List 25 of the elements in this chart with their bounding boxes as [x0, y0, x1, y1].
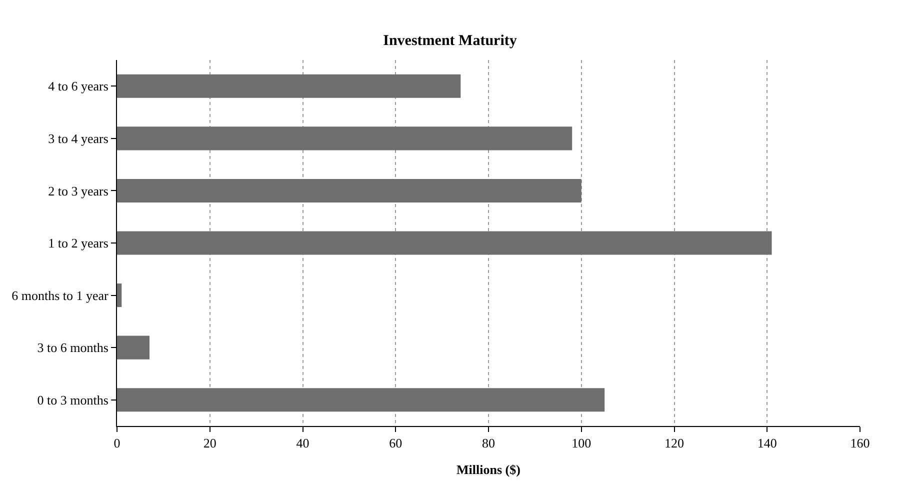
y-tick-label: 6 months to 1 year — [12, 288, 110, 303]
bar — [117, 231, 772, 255]
bar — [117, 74, 461, 98]
x-tick-label: 60 — [389, 436, 402, 451]
x-tick-label: 80 — [482, 436, 495, 451]
bar — [117, 178, 582, 202]
y-tick-label: 4 to 6 years — [48, 78, 108, 94]
x-tick-label: 0 — [114, 436, 120, 451]
bar — [117, 336, 150, 360]
x-tick-label: 120 — [664, 436, 684, 451]
bar — [117, 388, 605, 412]
bar — [117, 284, 122, 308]
x-tick-label: 40 — [296, 436, 310, 451]
y-tick-label: 0 to 3 months — [37, 392, 108, 408]
x-tick-label: 140 — [757, 436, 777, 451]
x-axis-title: Millions ($) — [456, 462, 520, 478]
x-tick-label: 160 — [850, 436, 870, 451]
bar — [117, 126, 572, 150]
x-tick-label: 100 — [572, 436, 592, 451]
y-tick-label: 3 to 4 years — [48, 130, 108, 146]
x-tick-label: 20 — [203, 436, 216, 451]
y-tick-label: 2 to 3 years — [48, 183, 108, 198]
y-tick-label: 3 to 6 months — [37, 340, 108, 356]
chart-title: Investment Maturity — [383, 33, 518, 50]
y-tick-label: 1 to 2 years — [48, 236, 108, 251]
